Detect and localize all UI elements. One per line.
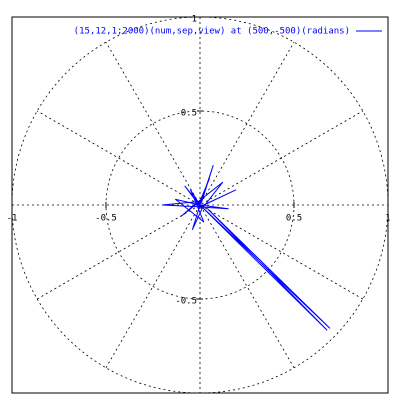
x-tick-label: 0.5 [286,214,302,224]
y-tick-label: -0.5 [175,297,197,307]
y-tick-label: 1 [192,15,197,25]
x-tick-label: -1 [7,214,18,224]
y-tick-label: 0.5 [181,109,197,119]
x-tick-label: 1 [385,214,390,224]
legend-label: (15,12,1;2000)(num,sep,view) at (500,-50… [74,27,350,37]
data-line [161,165,331,331]
x-tick-label: -0.5 [95,214,117,224]
